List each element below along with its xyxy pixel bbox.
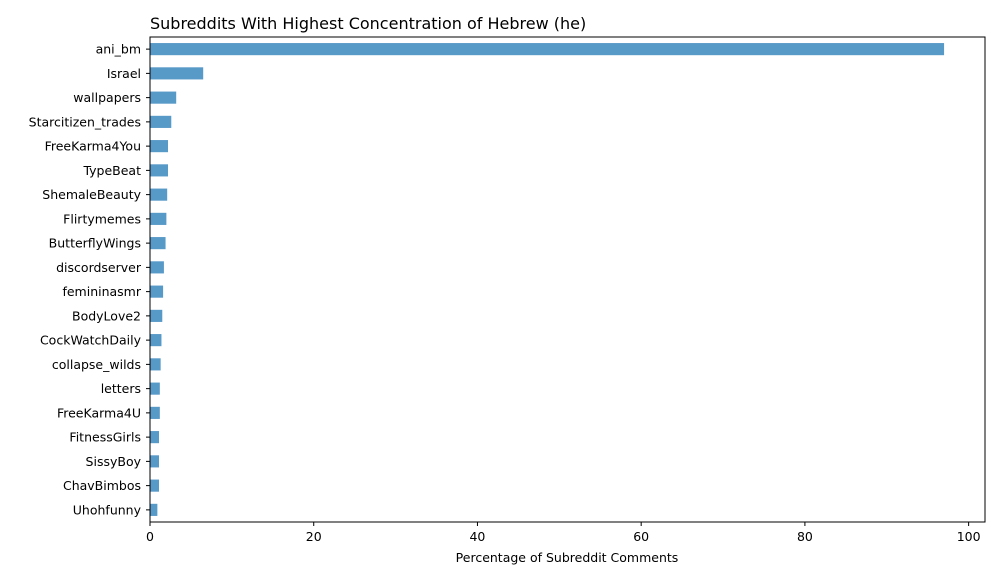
bar-Starcitizen_trades: [150, 115, 172, 128]
bar-femininasmr: [150, 285, 164, 298]
bars-group: [150, 43, 945, 516]
bar-FreeKarma4U: [150, 406, 160, 419]
y-axis-ticks: ani_bm Israel wallpapers Starcitizen_trades…: [29, 42, 150, 517]
x-tick-label: 80: [797, 529, 813, 544]
y-tick-label: ani_bm: [96, 42, 141, 57]
bar-ShemaleBeauty: [150, 188, 168, 201]
bar-ChavBimbos: [150, 479, 160, 492]
y-tick-label: ChavBimbos: [63, 478, 141, 493]
x-tick-label: 100: [957, 529, 981, 544]
y-tick-label: discordserver: [56, 260, 142, 275]
bar-collapse_wilds: [150, 358, 161, 371]
y-tick-label: TypeBeat: [82, 163, 141, 178]
bar-Israel: [150, 67, 204, 80]
bar-FitnessGirls: [150, 431, 160, 444]
bar-Uhohfunny: [150, 503, 158, 516]
bar-ButterflyWings: [150, 237, 166, 250]
bar-letters: [150, 382, 160, 395]
bar-Flirtymemes: [150, 212, 167, 225]
bar-wallpapers: [150, 91, 177, 104]
y-tick-label: Starcitizen_trades: [29, 114, 141, 129]
x-tick-label: 0: [146, 529, 154, 544]
y-tick-label: Israel: [107, 66, 141, 81]
x-tick-label: 40: [469, 529, 485, 544]
y-tick-label: Uhohfunny: [73, 502, 142, 517]
bar-TypeBeat: [150, 164, 169, 177]
x-tick-label: 20: [306, 529, 322, 544]
y-tick-label: SissyBoy: [86, 454, 142, 469]
y-tick-label: collapse_wilds: [52, 357, 141, 372]
x-axis-ticks: 0 20 40 60 80 100: [146, 522, 981, 544]
bar-SissyBoy: [150, 455, 160, 468]
y-tick-label: Flirtymemes: [63, 211, 141, 226]
y-tick-label: wallpapers: [73, 90, 141, 105]
y-tick-label: ShemaleBeauty: [42, 187, 141, 202]
plot-frame: [149, 36, 986, 523]
bar-ani_bm: [150, 43, 945, 56]
y-tick-label: CockWatchDaily: [40, 333, 142, 348]
chart-title: Subreddits With Highest Concentration of…: [150, 14, 586, 33]
x-axis-label: Percentage of Subreddit Comments: [456, 550, 679, 565]
y-tick-label: FreeKarma4You: [45, 139, 141, 154]
bar-FreeKarma4You: [150, 140, 169, 153]
bar-CockWatchDaily: [150, 334, 162, 347]
y-tick-label: FreeKarma4U: [57, 405, 141, 420]
bar-BodyLove2: [150, 309, 163, 322]
y-tick-label: BodyLove2: [72, 308, 141, 323]
bar-discordserver: [150, 261, 164, 274]
y-tick-label: ButterflyWings: [49, 236, 141, 251]
y-tick-label: letters: [101, 381, 141, 396]
y-tick-label: femininasmr: [62, 284, 141, 299]
y-tick-label: FitnessGirls: [69, 430, 141, 445]
x-tick-label: 60: [633, 529, 649, 544]
